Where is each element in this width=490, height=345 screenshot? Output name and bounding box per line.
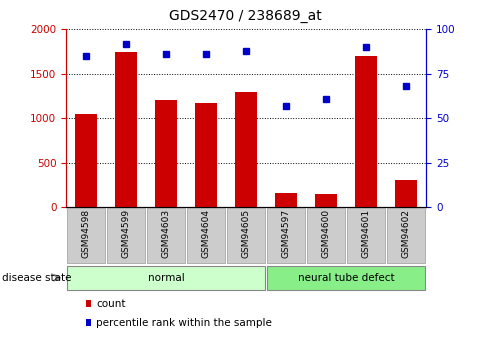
- Bar: [86, 300, 91, 307]
- FancyBboxPatch shape: [387, 208, 425, 263]
- Bar: [86, 319, 91, 326]
- Text: GSM94599: GSM94599: [122, 209, 131, 258]
- Bar: [115, 51, 137, 207]
- FancyBboxPatch shape: [187, 208, 224, 263]
- FancyBboxPatch shape: [307, 208, 344, 263]
- Text: GSM94597: GSM94597: [282, 209, 291, 258]
- Text: count: count: [96, 299, 125, 308]
- Bar: [155, 100, 177, 207]
- Bar: [315, 194, 337, 207]
- Bar: [395, 180, 417, 207]
- FancyBboxPatch shape: [107, 208, 145, 263]
- Bar: [195, 102, 217, 207]
- Text: GSM94598: GSM94598: [82, 209, 91, 258]
- Bar: [275, 193, 297, 207]
- Text: GDS2470 / 238689_at: GDS2470 / 238689_at: [169, 9, 321, 23]
- Bar: [355, 56, 377, 207]
- FancyBboxPatch shape: [147, 208, 185, 263]
- FancyBboxPatch shape: [267, 208, 305, 263]
- Text: GSM94601: GSM94601: [362, 209, 371, 258]
- FancyBboxPatch shape: [67, 266, 266, 290]
- FancyBboxPatch shape: [267, 266, 425, 290]
- Text: disease state: disease state: [2, 273, 72, 283]
- Text: neural tube defect: neural tube defect: [298, 273, 394, 283]
- FancyBboxPatch shape: [227, 208, 265, 263]
- Bar: [75, 114, 97, 207]
- Text: GSM94600: GSM94600: [322, 209, 331, 258]
- Text: GSM94603: GSM94603: [162, 209, 171, 258]
- FancyBboxPatch shape: [347, 208, 385, 263]
- Text: percentile rank within the sample: percentile rank within the sample: [96, 318, 272, 327]
- Text: GSM94605: GSM94605: [242, 209, 251, 258]
- Text: GSM94602: GSM94602: [402, 209, 411, 258]
- Text: GSM94604: GSM94604: [202, 209, 211, 258]
- FancyBboxPatch shape: [67, 208, 104, 263]
- Text: normal: normal: [148, 273, 185, 283]
- Bar: [235, 91, 257, 207]
